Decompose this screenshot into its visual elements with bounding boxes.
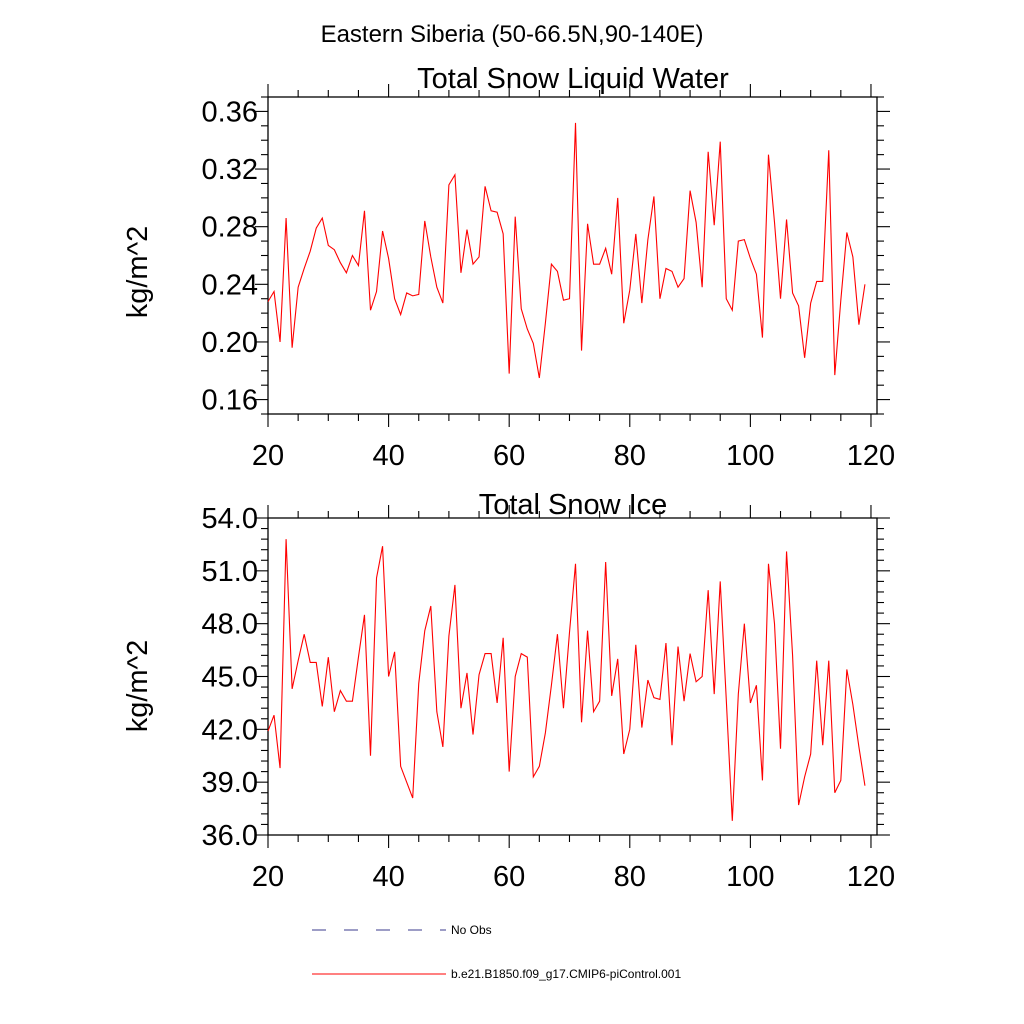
figure-title: Eastern Siberia (50-66.5N,90-140E) <box>321 21 704 48</box>
y-tick-label: 0.36 <box>202 96 258 128</box>
x-tick-labels: 20 40 60 80 100 120 <box>252 861 895 893</box>
y-tick-labels: 0.16 0.20 0.24 0.28 0.32 0.36 <box>202 96 258 416</box>
y-tick-label: 54.0 <box>202 503 258 535</box>
panel-title: Total Snow Liquid Water <box>417 63 729 95</box>
axis-ticks <box>255 84 890 427</box>
y-tick-label: 0.28 <box>202 212 258 244</box>
series-line-model <box>267 539 866 821</box>
panel-title: Total Snow Ice <box>479 489 668 521</box>
x-tick-label: 20 <box>252 440 284 472</box>
y-tick-label: 36.0 <box>202 820 258 852</box>
y-axis-label: kg/m^2 <box>122 226 154 319</box>
legend: No Obs b.e21.B1850.f09_g17.CMIP6-piContr… <box>312 923 681 981</box>
y-tick-labels: 36.0 39.0 42.0 45.0 48.0 51.0 54.0 <box>202 503 258 852</box>
y-axis-label: kg/m^2 <box>122 640 154 733</box>
panel-total-snow-ice: Total Snow Ice kg/m^2 36.0 39.0 42.0 45.0 48… <box>122 489 895 893</box>
x-tick-label: 100 <box>726 440 774 472</box>
x-tick-label: 80 <box>614 861 646 893</box>
series-line-model <box>267 122 866 379</box>
y-tick-label: 0.16 <box>202 385 258 417</box>
x-tick-label: 100 <box>726 861 774 893</box>
panel-total-snow-liquid-water: Total Snow Liquid Water kg/m^2 0.160.200… <box>122 63 895 472</box>
y-tick-label: 39.0 <box>202 767 258 799</box>
x-tick-label: 40 <box>372 861 404 893</box>
x-tick-labels: 20 40 60 80 100 120 <box>252 440 895 472</box>
legend-model-label: b.e21.B1850.f09_g17.CMIP6-piControl.001 <box>451 967 681 981</box>
y-tick-label: 48.0 <box>202 609 258 641</box>
y-tick-label: 0.24 <box>202 269 258 301</box>
y-tick-label: 0.20 <box>202 327 258 359</box>
y-tick-label: 45.0 <box>202 662 258 694</box>
legend-obs-label: No Obs <box>451 923 492 937</box>
x-tick-label: 120 <box>847 440 895 472</box>
x-tick-label: 120 <box>847 861 895 893</box>
y-tick-label: 51.0 <box>202 556 258 588</box>
x-tick-label: 20 <box>252 861 284 893</box>
y-tick-label: 0.32 <box>202 154 258 186</box>
x-tick-label: 60 <box>493 440 525 472</box>
x-tick-label: 80 <box>614 440 646 472</box>
x-tick-label: 60 <box>493 861 525 893</box>
y-tick-label: 42.0 <box>202 714 258 746</box>
axis-ticks <box>255 505 890 848</box>
x-tick-label: 40 <box>372 440 404 472</box>
